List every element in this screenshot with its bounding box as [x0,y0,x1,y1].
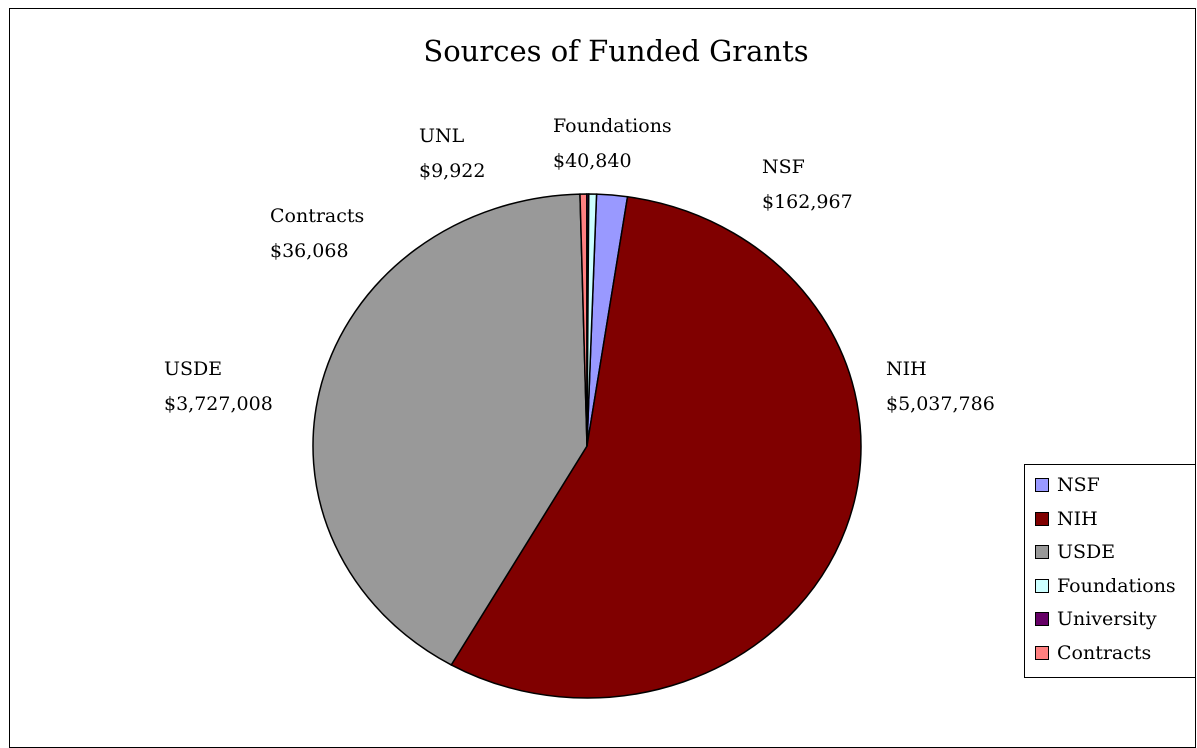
data-label-value-usde: $3,727,008 [164,393,273,415]
pie-chart: Sources of Funded Grants NSF $162,967 NIH $… [164,34,995,699]
pie-slice-usde [312,193,588,666]
legend-swatch [1035,478,1049,492]
data-label-value-foundations: $40,840 [553,150,632,172]
data-label-value-university: $9,922 [419,160,485,182]
legend-label: University [1057,608,1157,630]
legend: NSF NIH USDE Foundations University Contracts [1024,464,1196,678]
legend-item-usde: USDE [1035,541,1115,563]
data-label-name-university: UNL [419,125,465,147]
data-label-name-usde: USDE [164,358,222,380]
legend-item-contracts: Contracts [1035,642,1151,664]
legend-swatch [1035,578,1049,593]
pie-slice-foundations [586,193,598,447]
legend-item-nsf: NSF [1035,474,1100,496]
legend-swatch [1035,612,1049,626]
legend-swatch [1035,545,1049,559]
data-label-name-foundations: Foundations [553,115,672,137]
legend-label: NIH [1057,507,1098,530]
data-label-value-nih: $5,037,786 [886,393,995,415]
legend-item-university: University [1035,608,1157,630]
data-label-name-nsf: NSF [762,156,805,178]
legend-swatch [1035,511,1049,526]
legend-label: Contracts [1057,641,1152,664]
legend-label: Foundations [1057,574,1176,597]
data-label-name-nih: NIH [886,358,927,380]
pie-slice-nih [450,195,862,699]
legend-item-nih: NIH [1035,508,1098,530]
legend-label: NSF [1057,474,1100,496]
legend-label: USDE [1057,541,1116,563]
data-label-value-nsf: $162,967 [762,191,853,213]
chart-title: Sources of Funded Grants [423,34,808,68]
legend-swatch [1035,645,1049,660]
legend-item-foundations: Foundations [1035,575,1176,597]
data-label-name-contracts: Contracts [270,205,364,227]
data-label-value-contracts: $36,068 [270,240,349,262]
